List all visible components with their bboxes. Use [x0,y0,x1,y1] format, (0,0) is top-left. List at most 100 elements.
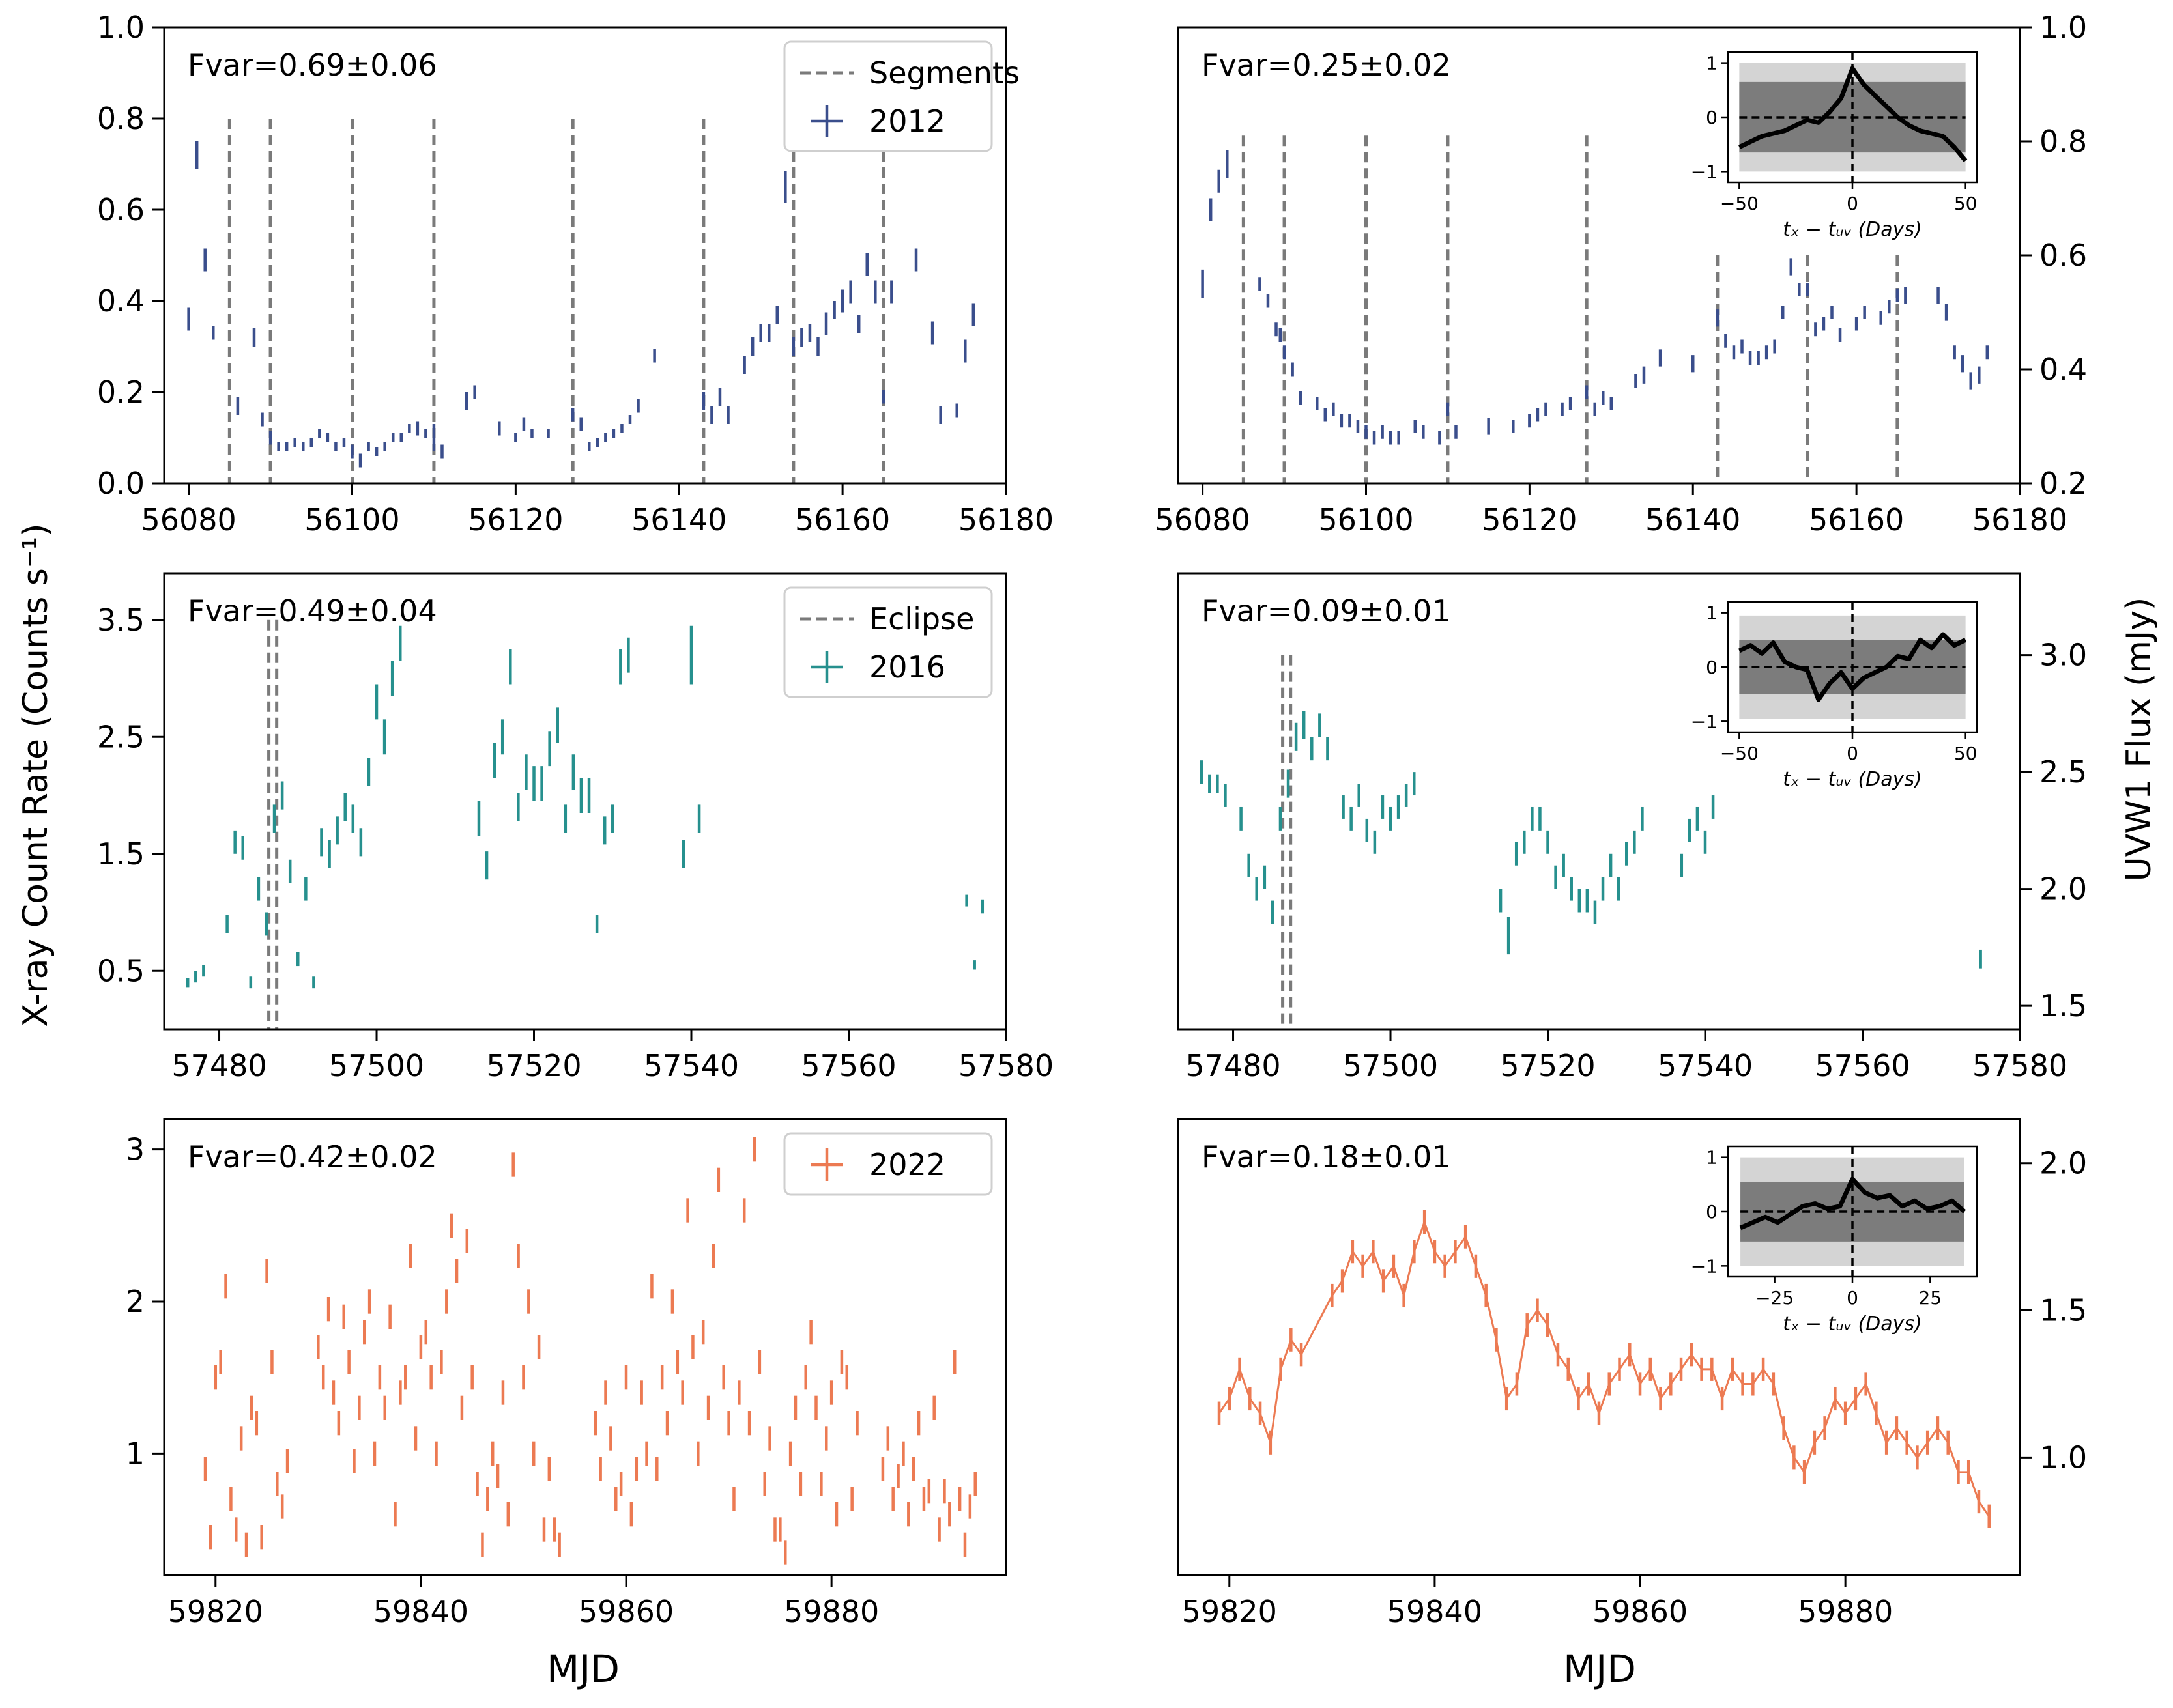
legend-label: 2012 [869,104,945,139]
x-tick-label: 56100 [304,502,399,537]
x-tick-label: 59880 [784,1594,879,1629]
inset-y-tick-label: −1 [1691,161,1718,182]
inset-y-tick-label: 1 [1706,603,1718,624]
y-axis-label-left: X-ray Count Rate (Counts s⁻¹) [16,523,55,1027]
legend-label: 2016 [869,649,945,685]
x-tick-label: 56160 [1809,502,1904,537]
x-tick-label: 56140 [631,502,727,537]
y-tick-label: 0.2 [2039,466,2087,501]
y-tick-label: 1.5 [2039,1293,2087,1328]
inset-x-axis-label: tₓ − tᵤᵥ (Days) [1783,1313,1922,1335]
fvar-annotation: Fvar=0.09±0.01 [1202,593,1451,629]
inset-x-tick-label: 25 [1919,1287,1942,1309]
inset-y-tick-label: −1 [1691,711,1718,732]
x-tick-label: 59840 [373,1594,468,1629]
plot-frame [1177,572,2021,1031]
y-tick-label: 0.0 [97,466,145,501]
fvar-annotation: Fvar=0.49±0.04 [188,593,437,629]
x-tick-label: 56080 [1155,502,1250,537]
legend-label: Eclipse [869,601,974,636]
inset-y-tick-label: 1 [1706,1147,1718,1169]
x-tick-label: 57580 [1972,1048,2067,1083]
y-axis-label-right: UVW1 Flux (mJy) [2120,597,2159,882]
x-tick-label: 57560 [1815,1048,1910,1083]
x-tick-label: 59880 [1798,1594,1893,1629]
x-tick-label: 57480 [171,1048,266,1083]
y-tick-label: 2.5 [97,719,145,754]
legend-box [783,40,993,152]
y-tick-label: 2.5 [2039,754,2087,790]
y-tick-label: 0.4 [97,283,145,319]
inset-x-axis-label: tₓ − tᵤᵥ (Days) [1783,218,1922,241]
y-tick-label: 0.8 [2039,124,2087,159]
y-tick-label: 2 [126,1284,145,1319]
ccf-curve [1738,632,1967,702]
x-tick-label: 57540 [1658,1048,1753,1083]
y-tick-label: 2.0 [2039,872,2087,907]
y-tick-label: 1.5 [97,836,145,872]
panel-p2022x: 59820 59840 59860 59880 1 2 3 Fvar=0.42±0.02 202… [126,1118,1007,1629]
y-tick-label: 1.5 [2039,988,2087,1023]
panel-p2022uv: 59820 59840 59860 59880 1.0 1.5 2.0 Fvar=0.18±0… [1177,1118,2087,1629]
x-tick-label: 59860 [579,1594,674,1629]
legend-box [783,1132,993,1196]
inset-x-tick-label: −25 [1755,1287,1794,1309]
y-tick-label: 3.5 [97,603,145,638]
inset-x-tick-label: −50 [1720,743,1759,764]
x-tick-label: 57520 [1500,1048,1595,1083]
ccf-curve [1738,66,1968,162]
fvar-annotation: Fvar=0.42±0.02 [188,1139,437,1174]
x-tick-label: 56080 [141,502,236,537]
x-tick-label: 57560 [801,1048,896,1083]
y-tick-label: 1.0 [2039,10,2087,45]
inset-y-tick-label: 0 [1706,1201,1718,1223]
inset-y-tick-label: 0 [1706,657,1718,678]
y-tick-label: 1.0 [97,10,145,45]
fvar-annotation: Fvar=0.25±0.02 [1202,48,1451,83]
x-tick-label: 59820 [1182,1594,1277,1629]
x-tick-label: 57580 [958,1048,1054,1083]
y-tick-label: 0.6 [97,192,145,227]
inset-y-tick-label: −1 [1691,1255,1718,1277]
panel-p2016x: 57480 57500 57520 57540 57560 57580 0.5 1.5 2.5 3… [97,572,1054,1083]
ccf-curve [1739,1176,1966,1231]
panel-p2012x: 56080 56100 56120 56140 56160 56180 0.0 0.2 0.4 0… [97,10,1054,537]
inset-ccf2016: −50 0 50 −1 0 1 tₓ − tᵤᵥ (Days) [1691,601,1978,791]
inset-x-tick-label: 0 [1847,193,1858,214]
inset-x-tick-label: 0 [1847,743,1858,764]
inset-x-tick-label: −50 [1720,193,1759,214]
x-tick-label: 59820 [168,1594,263,1629]
y-tick-label: 0.5 [97,953,145,988]
y-tick-label: 1.0 [2039,1440,2087,1475]
x-tick-label: 56120 [468,502,563,537]
x-tick-label: 57480 [1185,1048,1280,1083]
inset-ccf2012: −50 0 50 −1 0 1 tₓ − tᵤᵥ (Days) [1691,51,1978,241]
plot-frame [163,26,1007,485]
series-line [1218,1219,1990,1517]
x-axis-label-right: MJD [1563,1647,1636,1691]
x-tick-label: 57500 [1343,1048,1438,1083]
y-tick-label: 0.6 [2039,238,2087,273]
x-tick-label: 56100 [1318,502,1413,537]
x-tick-label: 56120 [1482,502,1577,537]
fvar-annotation: Fvar=0.18±0.01 [1202,1139,1451,1174]
y-tick-label: 0.2 [97,375,145,410]
y-tick-label: 3.0 [2039,638,2087,673]
plot-frame [163,1118,1007,1576]
inset-y-tick-label: 0 [1706,107,1718,128]
y-tick-label: 0.4 [2039,352,2087,387]
legend-box [783,586,993,698]
y-tick-label: 1 [126,1436,145,1471]
inset-y-tick-label: 1 [1706,53,1718,74]
x-tick-label: 56140 [1645,502,1740,537]
inset-x-tick-label: 50 [1954,743,1978,764]
x-axis-label-left: MJD [547,1647,620,1691]
x-tick-label: 59860 [1592,1594,1688,1629]
x-tick-label: 59840 [1387,1594,1482,1629]
x-tick-label: 56180 [1972,502,2067,537]
y-tick-label: 3 [126,1132,145,1167]
plot-frame [163,572,1007,1031]
y-tick-label: 0.8 [97,101,145,136]
